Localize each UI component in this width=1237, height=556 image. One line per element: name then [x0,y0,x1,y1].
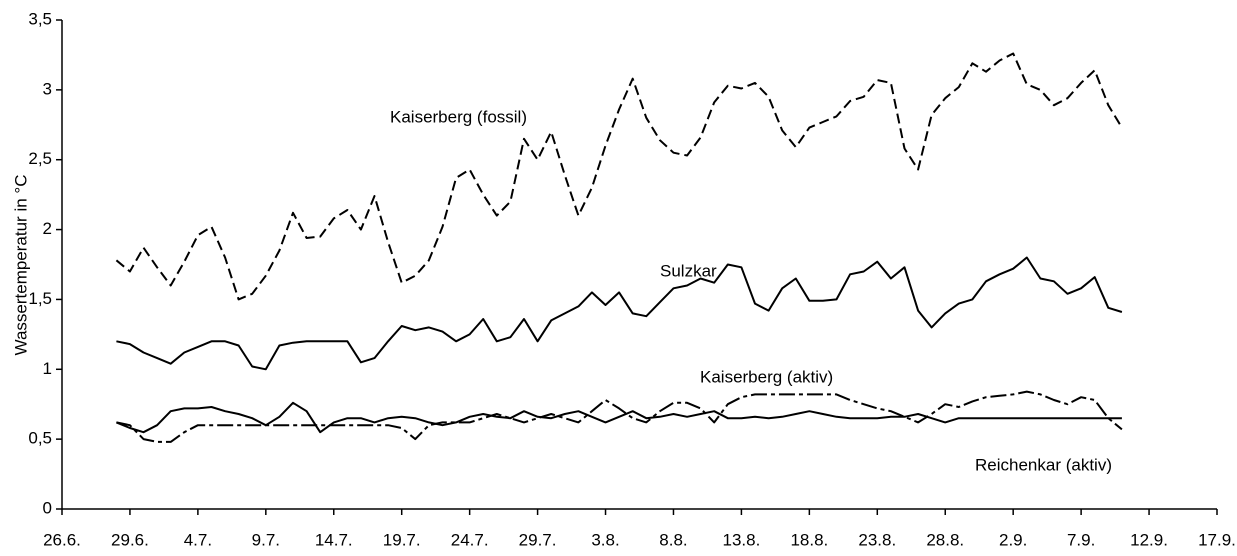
x-tick-label: 24.7. [451,530,489,549]
x-tick-label: 2.9. [999,530,1027,549]
x-tick-label: 18.8. [790,530,828,549]
x-tick-label: 19.7. [383,530,421,549]
y-tick-label: 2,5 [28,149,52,168]
x-tick-label: 14.7. [315,530,353,549]
series-label: Sulzkar [660,261,717,280]
x-tick-label: 9.7. [252,530,280,549]
x-tick-label: 23.8. [858,530,896,549]
data-line [116,390,1123,443]
series-label: Reichenkar (aktiv) [975,455,1112,474]
y-tick-label: 1,5 [28,289,52,308]
y-tick-label: 0,5 [28,429,52,448]
data-line [116,401,1122,434]
y-axis-label: Wassertemperatur in °C [11,175,30,356]
x-tick-label: 3.8. [591,530,619,549]
x-tick-label: 29.7. [519,530,557,549]
x-tick-label: 26.6. [43,530,81,549]
y-tick-label: 3 [43,79,52,98]
x-tick-label: 8.8. [659,530,687,549]
data-line [115,52,1123,301]
x-tick-label: 17.9. [1198,530,1236,549]
x-tick-label: 4.7. [184,530,212,549]
x-tick-label: 7.9. [1067,530,1095,549]
y-tick-label: 1 [43,359,52,378]
series-label: Kaiserberg (fossil) [390,107,527,126]
y-tick-label: 2 [43,219,52,238]
series-label: Kaiserberg (aktiv) [700,367,833,386]
x-tick-label: 12.9. [1130,530,1168,549]
x-tick-label: 28.8. [926,530,964,549]
data-line [116,256,1123,371]
x-tick-label: 13.8. [723,530,761,549]
y-tick-label: 3,5 [28,9,52,28]
x-tick-label: 29.6. [111,530,149,549]
y-tick-label: 0 [43,498,52,517]
